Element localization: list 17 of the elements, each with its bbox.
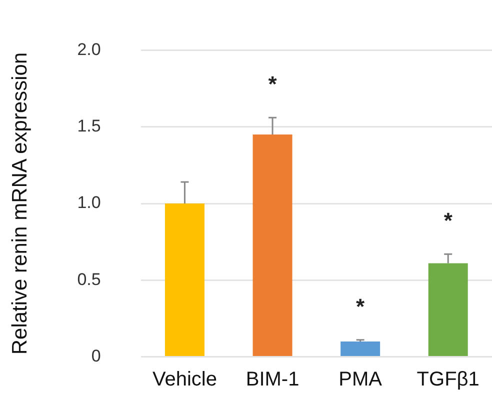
x-tick-label: Vehicle <box>152 368 217 390</box>
data-label: * <box>444 208 453 234</box>
y-tick-label: 0.5 <box>77 270 101 289</box>
data-label: * <box>268 72 278 97</box>
y-axis-title: Relative renin mRNA expression <box>8 52 32 355</box>
x-tick-label: PMA <box>338 368 383 390</box>
x-tick-label: BIM-1 <box>246 368 300 390</box>
bar <box>252 134 292 356</box>
bar <box>340 341 380 356</box>
y-tick-label: 0 <box>91 346 101 366</box>
y-tick-label: 2.0 <box>77 40 101 59</box>
bar <box>428 263 468 356</box>
x-tick-label: TGFβ1 <box>416 368 480 390</box>
y-tick-label: 1.0 <box>77 193 101 212</box>
data-label: * <box>356 294 366 319</box>
bar <box>164 204 204 356</box>
y-tick-label: 1.5 <box>77 116 101 136</box>
